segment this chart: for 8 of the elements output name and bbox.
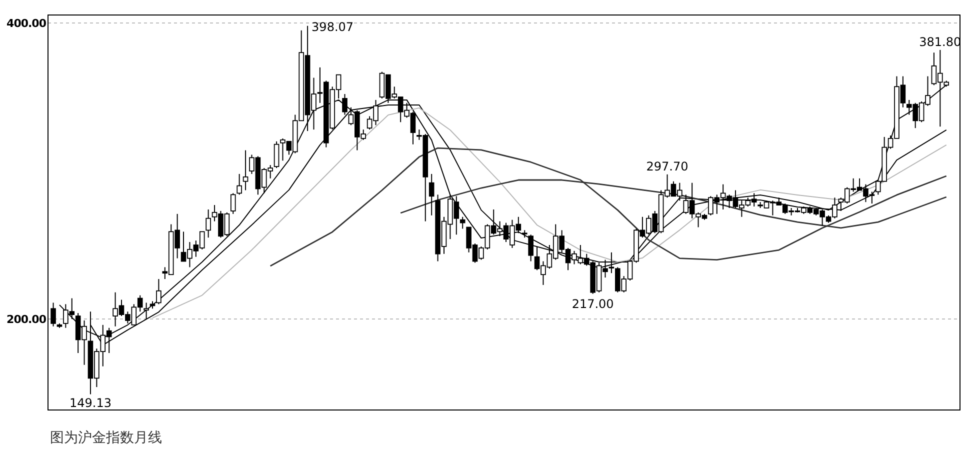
text: 图为沪金指数月线 (50, 430, 162, 446)
y-tick-label: 200.00 (6, 312, 47, 326)
y-tick-label: 400.00 (6, 16, 47, 30)
annotation: 381.80 (919, 34, 962, 49)
annotation: 297.70 (646, 159, 688, 174)
annotation: 149.13 (69, 396, 112, 410)
annotation: 398.07 (312, 20, 354, 34)
annotation: 217.00 (572, 296, 614, 311)
